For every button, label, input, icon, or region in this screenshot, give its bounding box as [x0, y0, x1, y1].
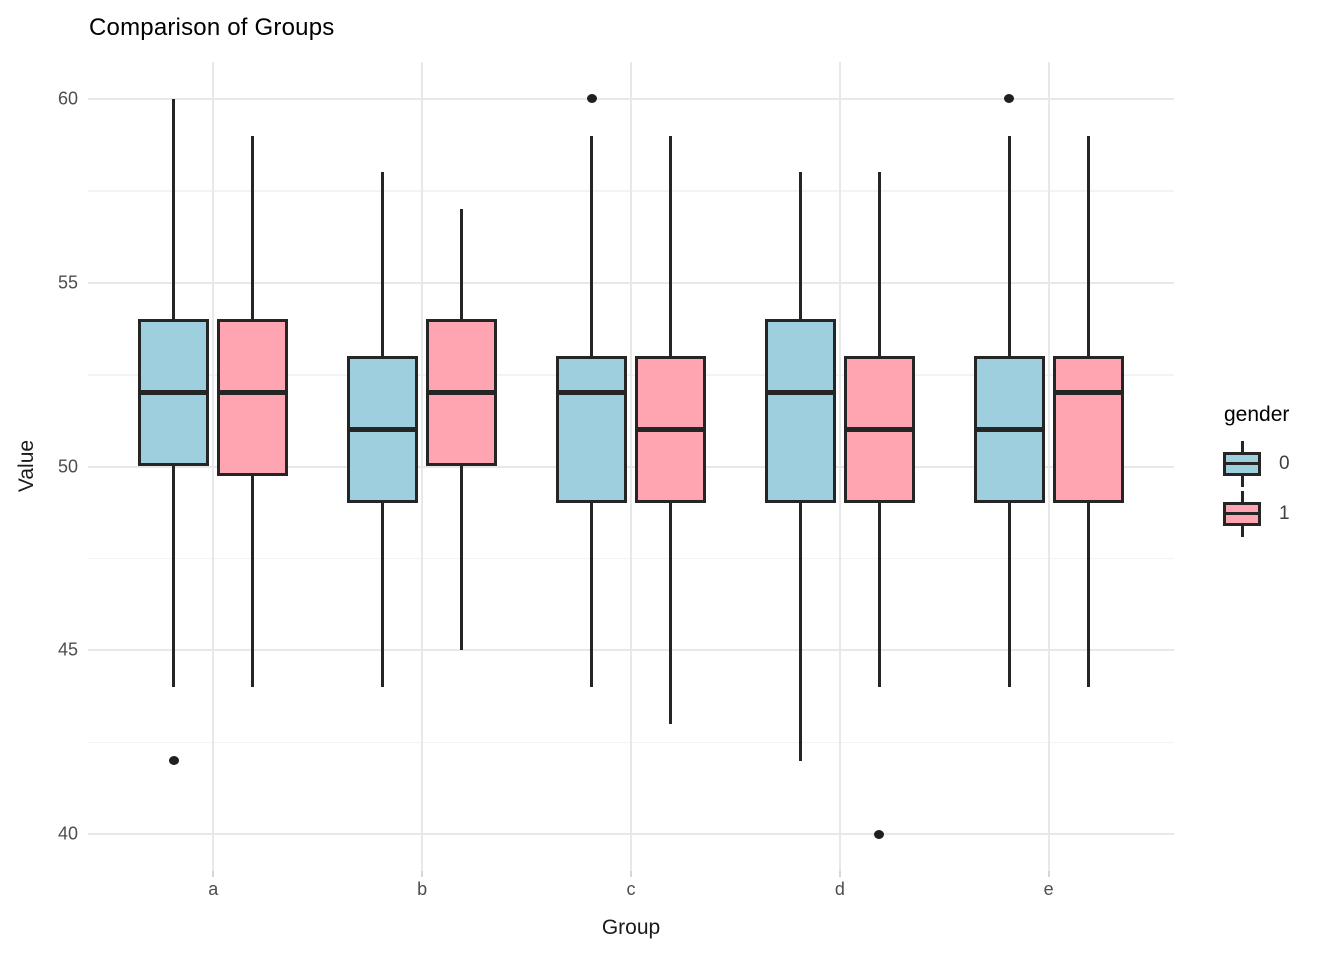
median-line [843, 427, 915, 433]
key-median [1223, 511, 1261, 515]
x-axis-tick [421, 871, 424, 877]
gridline-vertical [630, 62, 632, 871]
y-tick-label: 45 [57, 639, 78, 660]
x-axis-tick [1047, 871, 1050, 877]
x-tick-label: b [417, 879, 428, 899]
median-line [426, 390, 498, 396]
box-e-gender-1 [1052, 356, 1124, 504]
x-tick-label: d [834, 879, 845, 899]
median-line [1052, 390, 1124, 396]
gridline-vertical [212, 62, 215, 871]
outlier-point [1004, 94, 1015, 104]
y-axis-title: Value [15, 439, 38, 493]
outlier-point [168, 756, 179, 766]
x-axis-tick [212, 871, 215, 877]
outlier-point [874, 829, 885, 839]
gridline-vertical [421, 62, 424, 871]
boxplot-key-icon [1222, 441, 1262, 487]
x-axis-tick [838, 871, 841, 877]
x-tick-label: a [208, 879, 219, 899]
legend-entry-gender-1: 1 [1222, 489, 1290, 539]
x-axis-tick [630, 871, 632, 877]
median-line [138, 390, 210, 396]
legend-label: 0 [1279, 453, 1290, 474]
y-tick-label: 60 [57, 88, 78, 109]
legend-title: gender [1224, 403, 1290, 426]
box-a-gender-1 [217, 319, 289, 476]
x-tick-label: c [626, 879, 636, 899]
y-tick-label: 55 [57, 272, 78, 293]
legend-label: 1 [1279, 503, 1290, 524]
median-line [217, 390, 289, 396]
y-tick-label: 40 [57, 823, 78, 844]
median-line [973, 427, 1045, 433]
box-c-gender-0 [556, 356, 627, 504]
outlier-point [586, 94, 597, 104]
legend: gender 0 1 [1222, 403, 1290, 539]
x-tick-label: e [1043, 879, 1054, 899]
median-line [764, 390, 836, 396]
gridline-vertical [838, 62, 841, 871]
boxplot-key-icon [1222, 491, 1262, 537]
gridline-vertical [1047, 62, 1050, 871]
legend-entry-gender-0: 0 [1222, 439, 1290, 489]
x-axis-title: Group [601, 916, 661, 939]
median-line [347, 427, 419, 433]
chart-title: Comparison of Groups [89, 14, 335, 41]
key-median [1223, 461, 1261, 465]
median-line [635, 427, 706, 433]
median-line [556, 390, 627, 396]
box-d-gender-0 [764, 319, 836, 504]
y-tick-label: 50 [57, 456, 78, 476]
